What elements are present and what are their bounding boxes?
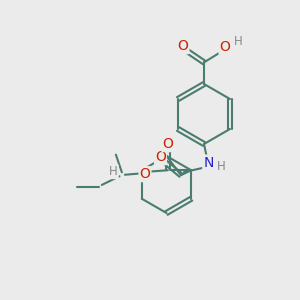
Text: O: O (220, 40, 230, 54)
Text: H: H (233, 35, 242, 48)
Text: O: O (162, 137, 173, 151)
Text: N: N (203, 156, 214, 170)
Text: H: H (217, 160, 226, 173)
Text: H: H (109, 165, 118, 178)
Text: O: O (140, 167, 150, 181)
Text: O: O (155, 150, 166, 164)
Text: O: O (178, 39, 188, 53)
